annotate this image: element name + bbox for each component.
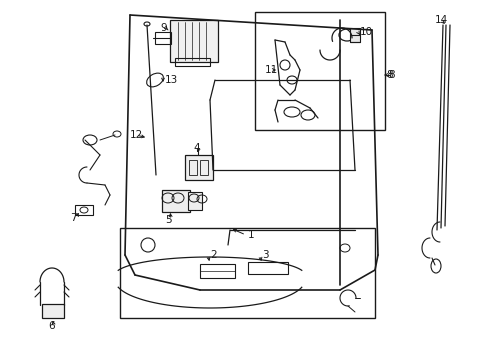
Text: 8: 8 [387,70,394,80]
Text: 7: 7 [70,213,77,223]
Text: 1: 1 [247,230,254,240]
Bar [254,12,384,130]
Bar [187,192,202,210]
Text: 6: 6 [48,321,55,331]
Bar [200,264,235,278]
Bar [120,228,374,318]
Text: 13: 13 [164,75,178,85]
Bar [189,160,197,175]
Bar [170,20,218,62]
Text: 5: 5 [164,215,171,225]
Text: 10: 10 [359,27,372,37]
Text: 12: 12 [130,130,143,140]
Bar [162,190,190,212]
Bar [200,160,207,175]
Bar [155,32,171,44]
Bar [349,28,359,42]
Text: 11: 11 [264,65,278,75]
Text: 3: 3 [262,250,268,260]
Text: 4: 4 [193,143,199,153]
Bar [247,262,287,274]
Text: 8: 8 [385,70,392,80]
Bar [175,58,209,66]
Bar [184,155,213,180]
Bar [42,304,64,318]
Text: 2: 2 [209,250,216,260]
Text: 14: 14 [434,15,447,25]
Bar [75,205,93,215]
Text: 9: 9 [160,23,166,33]
